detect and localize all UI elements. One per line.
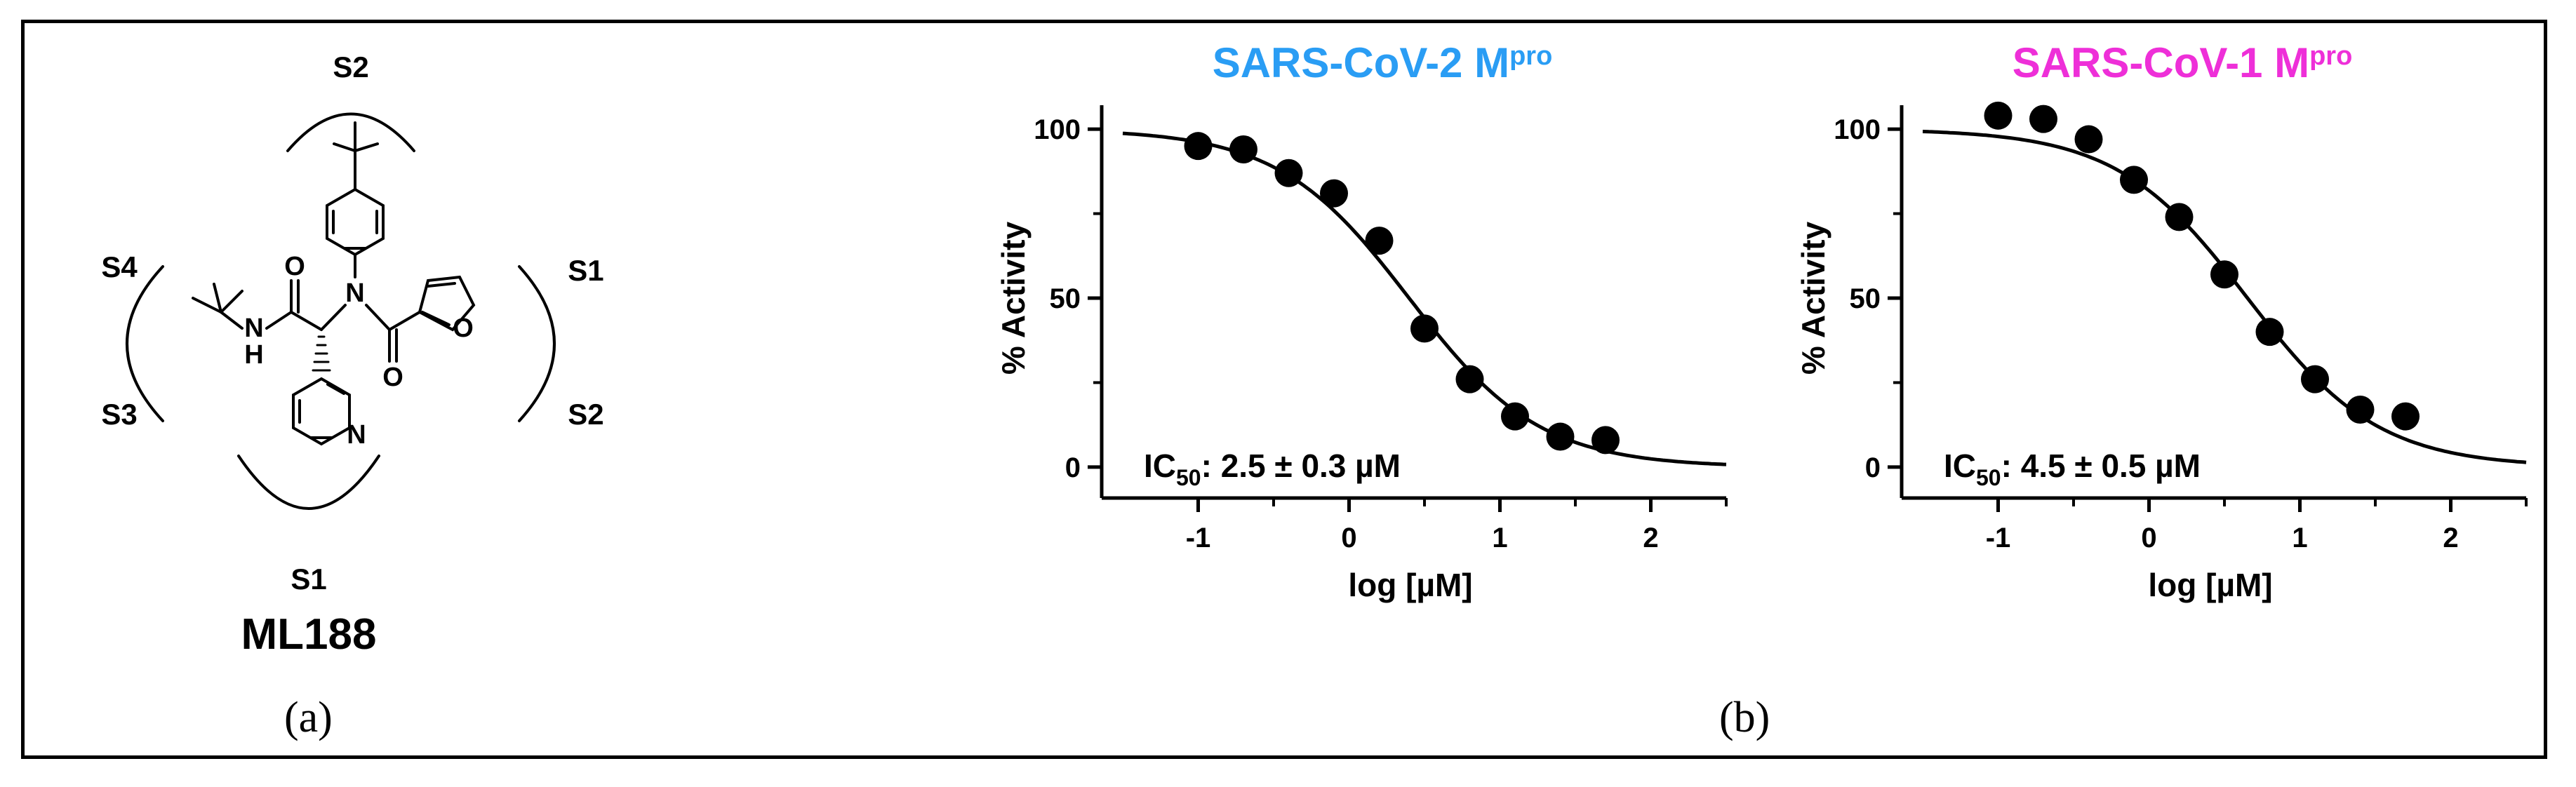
chart-title: SARS-CoV-1 Mpro — [2013, 39, 2353, 86]
panel-a-caption: (a) — [284, 694, 333, 741]
y-tick-label: 50 — [1850, 283, 1881, 314]
chart-sars-cov-1: SARS-CoV-1 Mpro -1 0 1 2 0 50 100 log [µM] % Acti… — [1795, 39, 2528, 603]
data-point — [1984, 101, 2013, 130]
ic50-subscript: 50 — [1976, 465, 2001, 490]
data-point — [2120, 166, 2148, 194]
data-point — [1365, 227, 1394, 255]
ic50-value: : 4.5 ± 0.5 µM — [2001, 448, 2201, 484]
y-tick-label: 0 — [1865, 452, 1881, 483]
data-point — [1455, 365, 1484, 394]
data-point — [1591, 426, 1620, 455]
x-tick-label: -1 — [1186, 523, 1211, 553]
data-point — [2255, 318, 2284, 347]
chart-sars-cov-2: SARS-CoV-2 Mpro -1 0 1 2 0 50 100 log [µM] % Acti… — [995, 39, 1728, 603]
ic50-annotation: IC50: 4.5 ± 0.5 µM — [1944, 448, 2201, 490]
y-axis-label: % Activity — [1795, 222, 1831, 375]
fit-curve — [1922, 130, 2527, 464]
pocket-arc-s2 — [286, 112, 415, 152]
data-point — [1501, 402, 1529, 431]
data-point — [1320, 179, 1348, 208]
fit-curve — [1122, 131, 1727, 466]
y-tick-label: 50 — [1050, 283, 1081, 314]
pocket-arc-s1s2prime — [518, 265, 556, 422]
chart-title-sup: pro — [2309, 41, 2352, 71]
atom-o-furoyl: O — [382, 363, 403, 392]
pocket-label-s2: S2 — [333, 51, 368, 83]
data-point — [2165, 203, 2194, 231]
data-point — [2301, 365, 2329, 394]
data-point — [2074, 125, 2103, 154]
x-tick-label: 1 — [2292, 523, 2307, 553]
y-tick-label: 100 — [1834, 114, 1881, 145]
x-tick-label: 1 — [1492, 523, 1507, 553]
pocket-label-s1: S1 — [291, 563, 326, 596]
ml188-structure: N O N H O O N S2 S4 S3 S1′ S2′ S1 ML188 — [101, 51, 603, 659]
data-point — [2391, 402, 2420, 431]
pocket-arc-s3s4 — [126, 265, 164, 422]
compound-name: ML188 — [241, 610, 377, 659]
ic50-prefix: IC — [1144, 448, 1176, 484]
ic50-subscript: 50 — [1176, 465, 1201, 490]
chart-title: SARS-CoV-2 Mpro — [1213, 39, 1553, 86]
panel-b-caption: (b) — [1719, 694, 1770, 741]
data-point — [1410, 314, 1439, 343]
data-point — [2210, 260, 2238, 289]
chart-title-sup: pro — [1509, 41, 1552, 71]
atom-o-furan: O — [453, 314, 474, 343]
atom-n-pyridine: N — [347, 420, 366, 450]
ic50-annotation: IC50: 2.5 ± 0.3 µM — [1144, 448, 1401, 490]
x-tick-label: 2 — [1643, 523, 1658, 553]
x-tick-label: 2 — [2443, 523, 2458, 553]
data-point — [2346, 396, 2375, 424]
atom-n-nh: N — [244, 314, 263, 343]
y-axis-label: % Activity — [995, 222, 1032, 375]
x-tick-label: 0 — [1341, 523, 1356, 553]
pocket-label-s3: S3 — [101, 398, 137, 431]
y-tick-label: 0 — [1065, 452, 1081, 483]
x-tick-label: -1 — [1986, 523, 2011, 553]
x-axis-label: log [µM] — [2148, 567, 2272, 603]
x-tick-label: 0 — [2141, 523, 2156, 553]
atom-n-amide: N — [345, 278, 364, 308]
pocket-arc-s1 — [237, 455, 380, 510]
data-point — [2029, 105, 2057, 133]
data-point — [1184, 132, 1213, 161]
ic50-prefix: IC — [1944, 448, 1976, 484]
pocket-label-s1p: S1′ — [568, 254, 603, 287]
ic50-value: : 2.5 ± 0.3 µM — [1201, 448, 1401, 484]
figure-frame — [21, 20, 2547, 759]
pocket-label-s4: S4 — [101, 250, 138, 283]
data-point — [1274, 159, 1303, 187]
x-axis-label: log [µM] — [1348, 567, 1472, 603]
pocket-label-s2p: S2′ — [568, 398, 603, 431]
y-tick-label: 100 — [1034, 114, 1081, 145]
atom-o-amide: O — [284, 252, 305, 281]
data-point — [1229, 135, 1257, 163]
data-point — [1546, 422, 1575, 451]
atom-h-nh: H — [244, 340, 263, 370]
